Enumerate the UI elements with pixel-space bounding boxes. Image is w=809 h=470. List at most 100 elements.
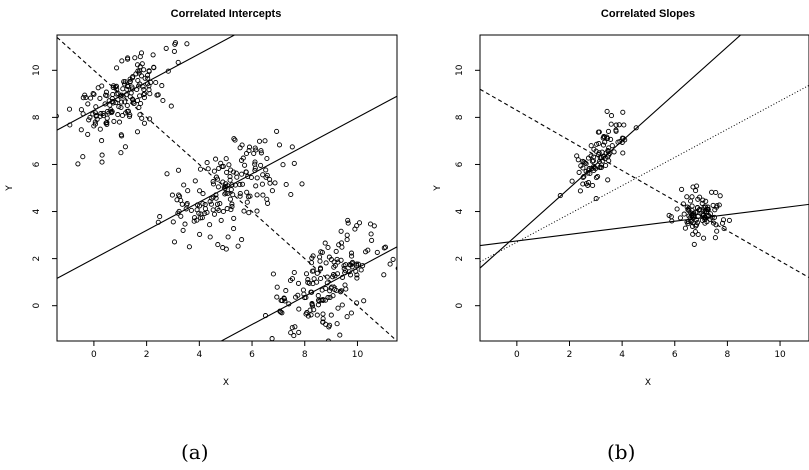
data-point — [118, 104, 124, 111]
data-point — [229, 204, 235, 210]
data-point — [719, 220, 726, 226]
data-point — [180, 227, 186, 233]
data-point — [235, 243, 241, 249]
data-point — [244, 189, 250, 195]
data-point — [99, 159, 105, 165]
x-tick-label: 6 — [672, 350, 678, 360]
plot-area — [57, 35, 397, 341]
data-point — [608, 121, 614, 127]
data-point — [279, 298, 285, 304]
data-point — [684, 194, 690, 200]
data-point — [108, 107, 114, 113]
data-point — [141, 120, 148, 126]
data-point — [674, 206, 680, 212]
data-point — [588, 143, 594, 149]
data-point — [153, 79, 159, 86]
x-axis-label: X — [223, 378, 229, 388]
caption-a: (a) — [181, 440, 209, 464]
data-point — [108, 109, 114, 115]
data-point — [580, 158, 586, 164]
data-point — [311, 268, 317, 274]
data-point — [608, 136, 614, 142]
data-point — [596, 129, 602, 135]
data-point — [197, 231, 203, 237]
y-tick-label: 2 — [32, 256, 42, 262]
data-point — [86, 117, 92, 123]
data-point — [358, 267, 364, 273]
data-point — [80, 95, 86, 101]
data-point — [204, 160, 210, 166]
data-point — [339, 302, 345, 308]
data-point — [307, 307, 313, 313]
data-point — [314, 312, 320, 318]
data-point — [107, 102, 113, 108]
data-point — [349, 253, 355, 259]
data-point — [580, 181, 586, 187]
data-point — [237, 182, 243, 188]
data-point — [591, 167, 597, 174]
data-point — [323, 260, 329, 266]
data-point — [595, 173, 601, 180]
data-point — [244, 199, 250, 205]
x-tick-label: 0 — [514, 350, 520, 360]
data-point — [599, 149, 605, 155]
data-point — [319, 287, 325, 293]
data-point — [99, 138, 105, 144]
data-point — [304, 310, 310, 316]
data-point — [200, 191, 206, 197]
data-point — [122, 144, 128, 150]
data-point — [215, 184, 221, 190]
data-point — [154, 92, 160, 98]
data-point — [701, 235, 707, 241]
data-point — [269, 336, 275, 341]
x-tick-label: 2 — [567, 350, 573, 360]
data-point — [239, 171, 245, 177]
data-point — [361, 298, 367, 304]
data-point — [713, 222, 719, 228]
data-point — [711, 214, 718, 220]
data-point — [349, 264, 355, 270]
x-tick-label: 0 — [91, 350, 97, 360]
data-point — [328, 312, 334, 318]
data-point — [690, 231, 696, 237]
data-point — [713, 189, 719, 196]
regression-line-solid — [57, 95, 397, 279]
data-point — [689, 194, 695, 200]
data-point — [585, 182, 591, 188]
y-tick-label: 6 — [455, 161, 465, 167]
data-point — [288, 330, 294, 336]
data-point — [387, 261, 393, 267]
data-point — [246, 148, 252, 154]
data-point — [620, 109, 626, 115]
data-point — [239, 142, 245, 148]
data-point — [125, 108, 131, 114]
data-point — [712, 235, 718, 241]
data-point — [227, 177, 233, 183]
x-tick-label: 10 — [352, 350, 364, 360]
data-point — [594, 141, 600, 147]
regression-line-solid — [480, 35, 742, 269]
data-point — [185, 188, 191, 194]
data-point — [354, 275, 360, 281]
data-point — [276, 142, 283, 148]
data-point — [583, 161, 589, 167]
data-point — [342, 282, 348, 288]
data-point — [367, 221, 374, 227]
data-point — [577, 188, 583, 194]
data-point — [347, 272, 354, 278]
data-point — [666, 212, 672, 218]
data-point — [330, 293, 336, 299]
data-point — [238, 157, 245, 163]
data-point — [338, 288, 344, 294]
data-point — [119, 58, 125, 64]
data-point — [354, 272, 360, 278]
data-point — [395, 266, 397, 271]
data-point — [228, 187, 234, 193]
data-point — [381, 272, 387, 278]
data-point — [251, 150, 257, 157]
data-point — [104, 119, 110, 125]
data-point — [295, 280, 302, 286]
data-point — [184, 41, 190, 47]
data-point — [368, 231, 374, 237]
panel-correlated-intercepts: Correlated Intercepts X Y 0 2 4 6 8 10 0 2 4 6 8 10 — [5, 8, 398, 388]
